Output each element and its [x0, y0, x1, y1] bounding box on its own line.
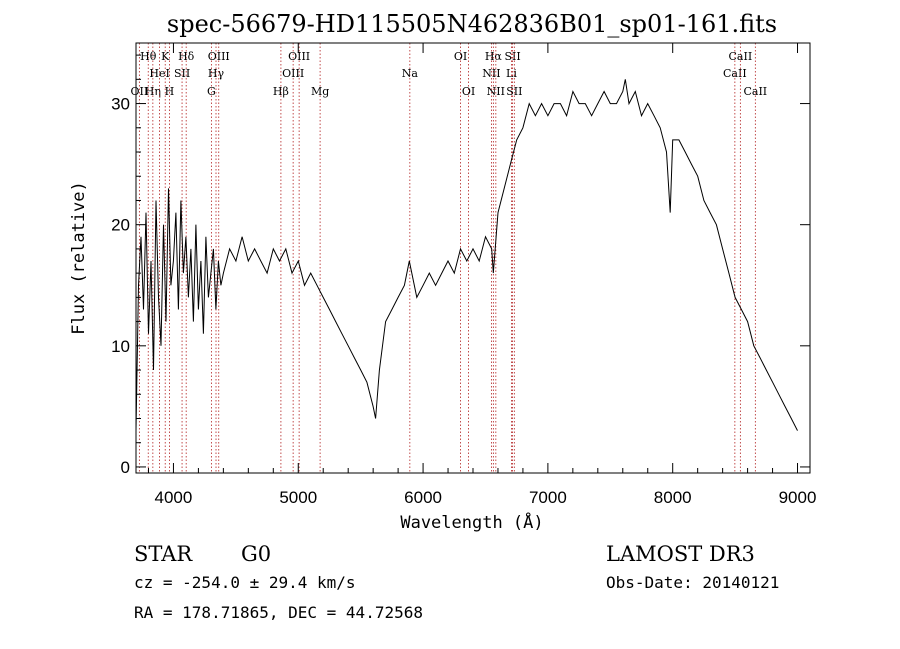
line-label: CaII	[743, 85, 767, 98]
line-label: Hγ	[208, 67, 225, 80]
survey-name: LAMOST DR3	[606, 542, 755, 566]
ra-dec-text: RA = 178.71865, DEC = 44.72568	[134, 603, 423, 622]
line-label: OIII	[208, 50, 230, 63]
x-tick-label: 5000	[279, 488, 317, 507]
x-tick-label: 7000	[529, 488, 567, 507]
line-label: H	[165, 85, 175, 98]
spectrum-line	[135, 79, 798, 431]
axis-ticks: 4000 5000 6000 7000 8000 9000 0 10 20 30	[111, 43, 816, 507]
line-label: OII	[131, 85, 149, 98]
y-tick-label: 0	[121, 458, 130, 477]
line-label: NII	[487, 85, 505, 98]
line-label: Hα	[485, 50, 503, 63]
line-label: K	[161, 50, 170, 63]
line-label: G	[207, 85, 216, 98]
line-label: Hβ	[273, 85, 289, 98]
line-label: OI	[454, 50, 467, 63]
line-label: CaII	[729, 50, 753, 63]
x-tick-label: 8000	[654, 488, 692, 507]
line-label: Mg	[311, 85, 329, 98]
line-label: OIII	[288, 50, 310, 63]
x-tick-label: 6000	[404, 488, 442, 507]
line-label: SII	[174, 67, 190, 80]
line-label: Hδ	[178, 50, 195, 63]
y-axis-label: Flux (relative)	[69, 181, 89, 335]
line-label: NII	[482, 67, 500, 80]
obs-date: Obs-Date: 20140121	[606, 573, 779, 592]
line-label: OIII	[282, 67, 304, 80]
line-label: HeI	[149, 67, 169, 80]
y-tick-label: 30	[111, 95, 130, 114]
line-label: Hη	[145, 85, 161, 98]
line-label: SII	[504, 50, 520, 63]
object-subclass: G0	[241, 542, 271, 566]
x-axis-label: Wavelength (Å)	[400, 511, 543, 533]
spectrum-series	[135, 79, 798, 431]
line-label: SII	[506, 85, 522, 98]
y-tick-label: 20	[111, 216, 130, 235]
line-label: Li	[506, 67, 517, 80]
chart-title: spec-56679-HD115505N462836B01_sp01-161.f…	[167, 10, 777, 38]
line-label: OI	[462, 85, 475, 98]
redshift-text: cz = -254.0 ± 29.4 km/s	[134, 573, 356, 592]
line-label: Na	[402, 67, 419, 80]
x-tick-label: 4000	[155, 488, 193, 507]
line-label: CaII	[723, 67, 747, 80]
object-class: STAR	[134, 542, 193, 566]
y-tick-label: 10	[111, 337, 130, 356]
spectral-line-markers: OII Hθ Hη HeI K H SII Hδ G Hγ OIII Hβ OIII OIII Mg Na OI…	[131, 43, 767, 473]
line-label: Hθ	[140, 50, 157, 63]
x-tick-label: 9000	[779, 488, 817, 507]
